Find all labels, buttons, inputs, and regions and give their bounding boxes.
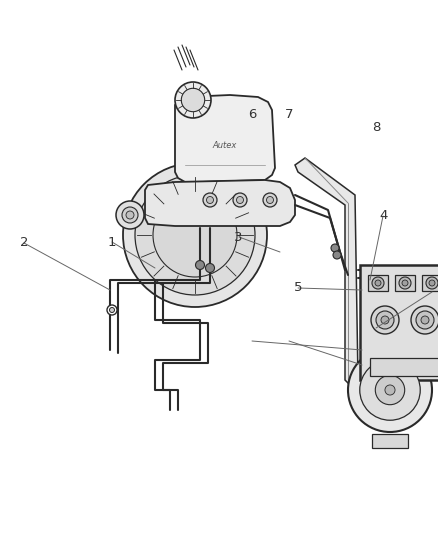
Circle shape xyxy=(175,82,211,118)
Circle shape xyxy=(381,316,389,324)
Text: 3: 3 xyxy=(234,231,243,244)
Circle shape xyxy=(195,261,205,270)
Text: 2: 2 xyxy=(20,236,28,249)
Circle shape xyxy=(181,88,205,112)
Circle shape xyxy=(331,244,339,252)
Circle shape xyxy=(372,277,384,289)
Circle shape xyxy=(135,175,255,295)
Bar xyxy=(372,434,408,448)
Circle shape xyxy=(123,163,267,307)
Circle shape xyxy=(426,277,438,289)
Circle shape xyxy=(116,201,144,229)
Circle shape xyxy=(266,197,273,204)
Text: 4: 4 xyxy=(379,209,388,222)
Circle shape xyxy=(399,277,411,289)
Circle shape xyxy=(385,385,395,395)
Circle shape xyxy=(263,193,277,207)
Circle shape xyxy=(376,311,394,329)
Bar xyxy=(422,275,438,291)
Circle shape xyxy=(421,316,429,324)
Bar xyxy=(360,265,438,380)
Bar xyxy=(368,275,388,291)
Circle shape xyxy=(206,197,213,204)
Circle shape xyxy=(233,193,247,207)
Circle shape xyxy=(153,193,237,277)
Circle shape xyxy=(110,308,114,312)
Circle shape xyxy=(333,251,341,259)
Circle shape xyxy=(375,375,405,405)
Bar xyxy=(395,275,415,291)
Circle shape xyxy=(126,211,134,219)
Circle shape xyxy=(348,348,432,432)
Circle shape xyxy=(402,280,408,286)
Circle shape xyxy=(205,263,215,272)
Polygon shape xyxy=(145,180,295,226)
Circle shape xyxy=(375,280,381,286)
Bar xyxy=(370,358,438,376)
Text: Autex: Autex xyxy=(213,141,237,149)
Circle shape xyxy=(429,280,435,286)
Polygon shape xyxy=(295,158,358,385)
Circle shape xyxy=(107,305,117,315)
Text: 7: 7 xyxy=(285,108,293,121)
Circle shape xyxy=(360,360,420,420)
Polygon shape xyxy=(175,95,275,182)
Circle shape xyxy=(237,197,244,204)
Circle shape xyxy=(371,306,399,334)
Circle shape xyxy=(411,306,438,334)
Text: 6: 6 xyxy=(247,108,256,121)
Text: 1: 1 xyxy=(107,236,116,249)
Circle shape xyxy=(203,193,217,207)
Circle shape xyxy=(416,311,434,329)
Circle shape xyxy=(122,207,138,223)
Text: 5: 5 xyxy=(293,281,302,294)
Text: 8: 8 xyxy=(372,122,381,134)
